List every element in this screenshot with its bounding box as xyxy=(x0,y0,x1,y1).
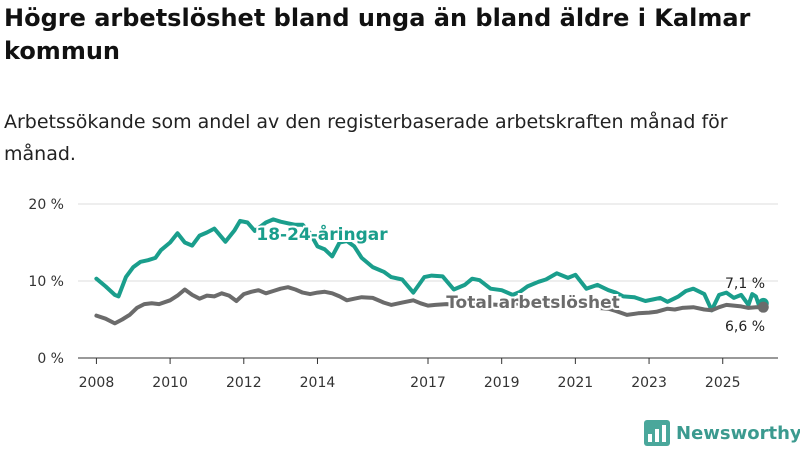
total-series-label: Total arbetslöshet xyxy=(446,293,620,313)
y-tick-label: 20 % xyxy=(28,197,64,213)
logo-text: Newsworthy xyxy=(676,422,800,444)
youth-series-label: 18-24-åringar xyxy=(256,223,388,245)
x-tick-label: 2017 xyxy=(410,375,446,391)
total-end-value-label: 6,6 % xyxy=(725,319,765,335)
x-tick-label: 2023 xyxy=(631,375,667,391)
chart-subtitle: Arbetssökande som andel av den registerb… xyxy=(4,111,728,165)
y-gridlines xyxy=(78,203,778,282)
series-end-markers xyxy=(757,297,769,313)
youth-series-line xyxy=(94,217,766,313)
y-tick-labels: 0 % 10 % 20 % xyxy=(28,197,64,367)
newsworthy-logo: Newsworthy xyxy=(644,418,800,448)
x-tick-label: 2019 xyxy=(484,375,520,391)
total-series-line xyxy=(94,285,766,326)
youth-end-value-label: 7,1 % xyxy=(725,276,765,292)
x-tick-label: 2014 xyxy=(300,375,336,391)
x-axis: 2008 2010 2012 2014 2017 2019 2021 2023 2025 xyxy=(78,357,778,391)
x-tick-label: 2012 xyxy=(226,375,262,391)
series-lines xyxy=(94,217,766,326)
chart-title: Högre arbetslöshet bland unga än bland ä… xyxy=(4,4,751,65)
y-tick-label: 0 % xyxy=(37,351,64,367)
newsworthy-bar-chart-icon xyxy=(644,420,670,446)
x-tick-label: 2008 xyxy=(79,375,115,391)
total-end-marker xyxy=(757,301,769,313)
x-tick-label: 2025 xyxy=(705,375,741,391)
y-tick-label: 10 % xyxy=(28,274,64,290)
x-tick-label: 2010 xyxy=(152,375,188,391)
x-tick-label: 2021 xyxy=(558,375,594,391)
